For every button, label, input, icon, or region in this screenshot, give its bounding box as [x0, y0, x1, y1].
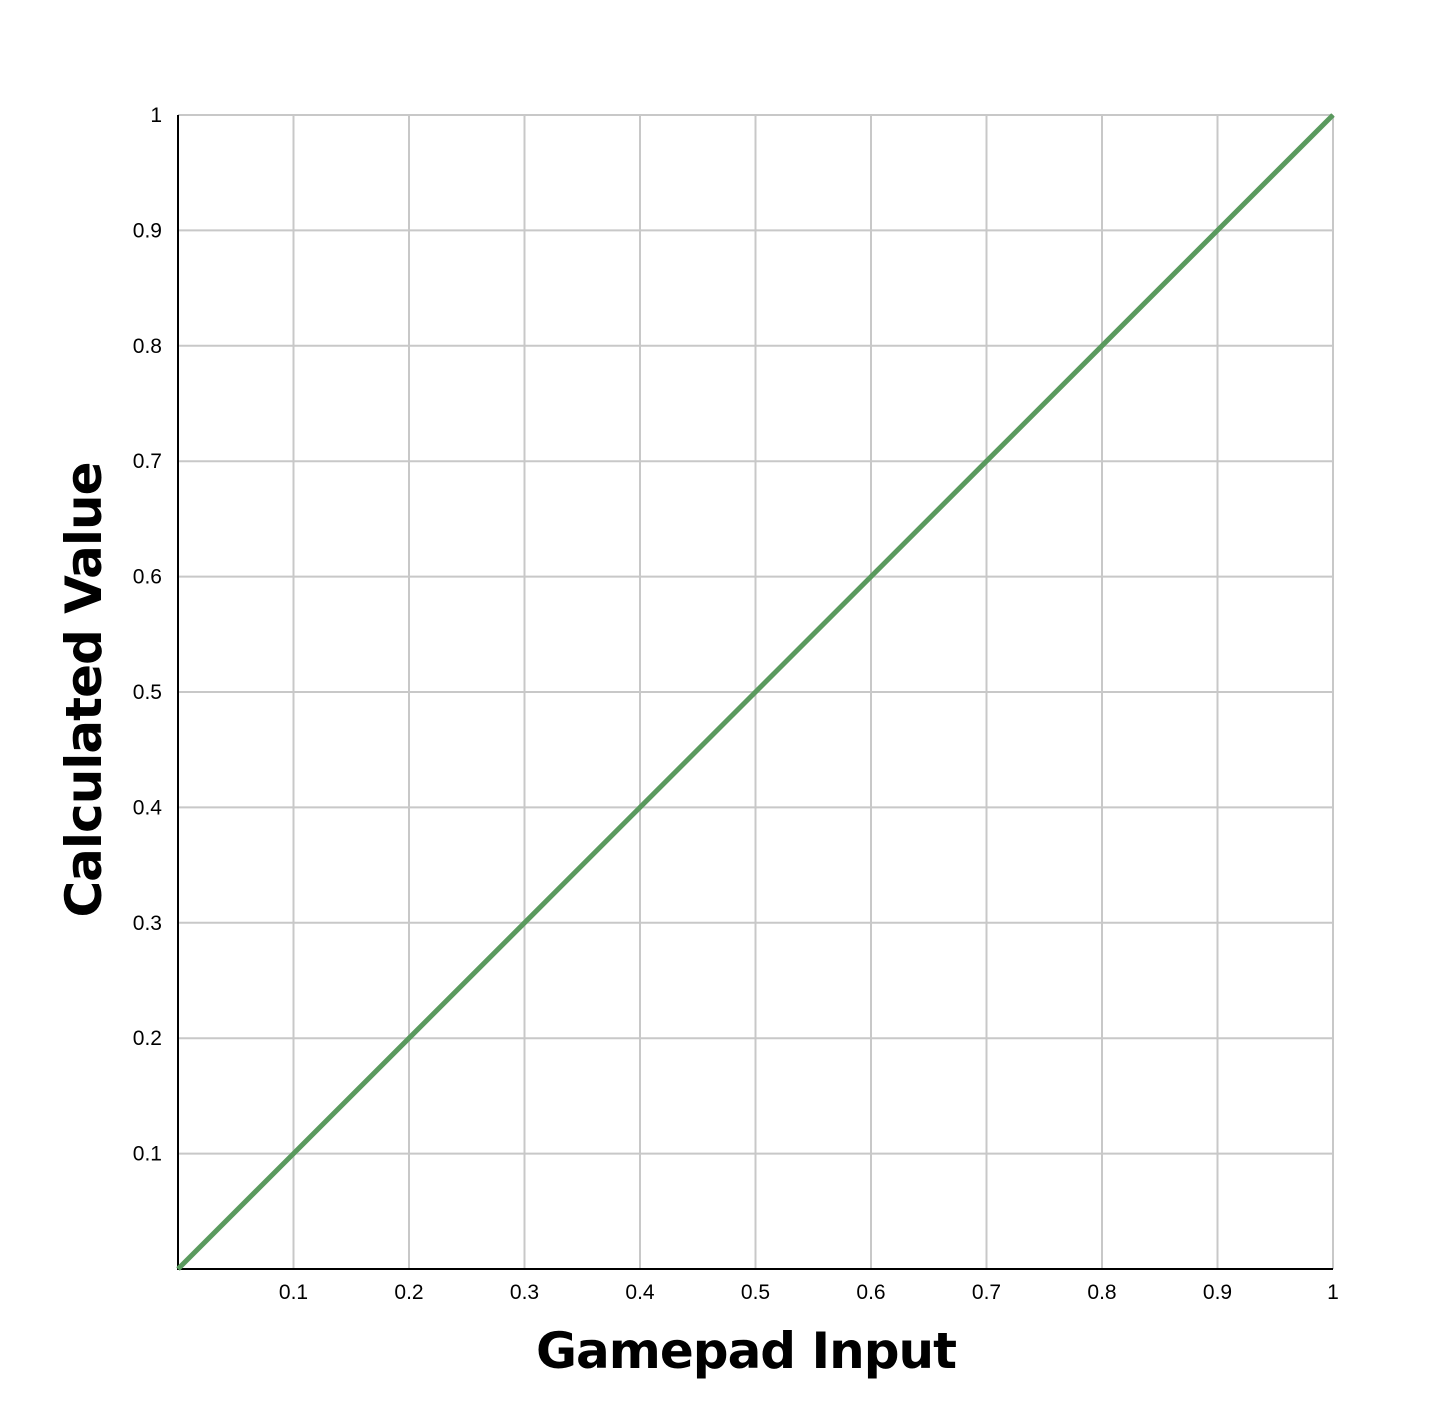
x-tick-label: 0.4: [625, 1281, 655, 1304]
y-tick-labels: 0.1 0.2 0.3 0.4 0.5 0.6 0.7 0.8 0.9 1: [133, 104, 163, 1166]
y-axis-title: Calculated Value: [55, 462, 113, 917]
x-tick-label: 0.8: [1087, 1281, 1116, 1304]
x-tick-label: 1: [1327, 1281, 1339, 1304]
x-tick-label: 0.3: [510, 1281, 539, 1304]
x-tick-label: 0.7: [972, 1281, 1001, 1304]
y-tick-label: 0.4: [133, 796, 163, 819]
x-tick-label: 0.1: [279, 1281, 308, 1304]
y-tick-label: 0.5: [133, 681, 162, 704]
y-tick-label: 1: [150, 104, 162, 127]
y-tick-label: 0.9: [133, 219, 162, 242]
y-tick-label: 0.7: [133, 450, 162, 473]
x-tick-label: 0.6: [856, 1281, 885, 1304]
x-axis-title: Gamepad Input: [536, 1322, 956, 1380]
axes: [177, 115, 1333, 1270]
x-tick-label: 0.5: [741, 1281, 770, 1304]
x-tick-label: 0.9: [1203, 1281, 1232, 1304]
y-tick-label: 0.3: [133, 912, 162, 935]
series-line: [176, 113, 1335, 1271]
x-tick-labels: 0.1 0.2 0.3 0.4 0.5 0.6 0.7 0.8 0.9 1: [279, 1281, 1339, 1304]
x-tick-label: 0.2: [394, 1281, 423, 1304]
y-tick-label: 0.8: [133, 335, 162, 358]
series-lines: [176, 113, 1335, 1271]
y-tick-label: 0.6: [133, 566, 162, 589]
y-tick-label: 0.1: [133, 1143, 162, 1166]
grid: [178, 114, 1334, 1269]
y-tick-label: 0.2: [133, 1027, 162, 1050]
